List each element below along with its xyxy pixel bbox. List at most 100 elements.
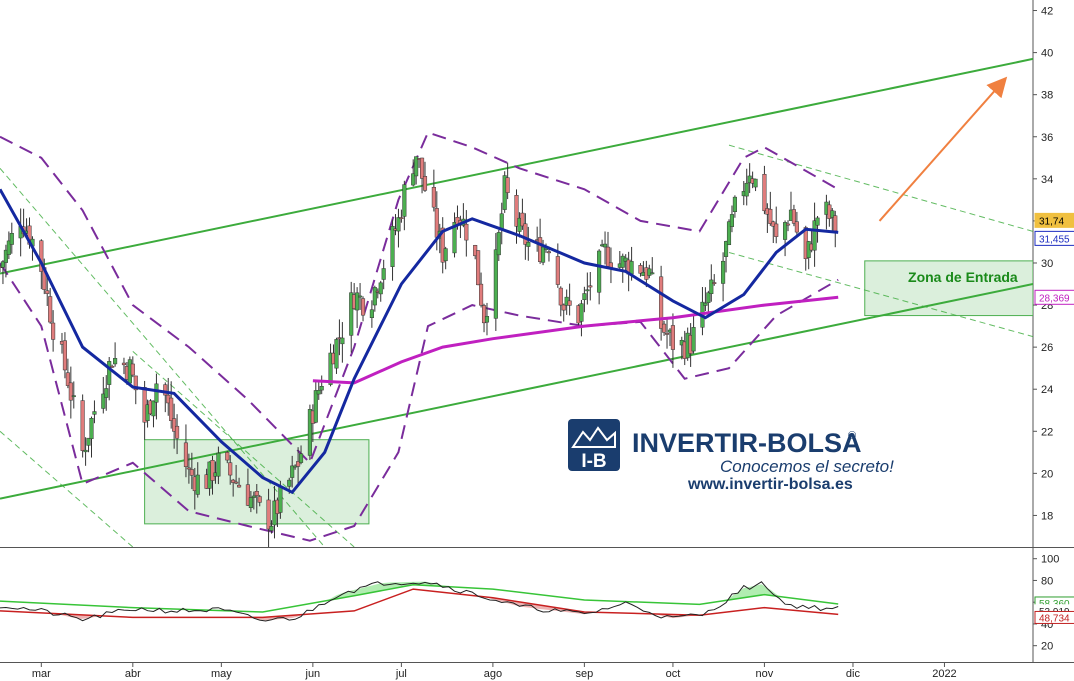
oscillator-lower-line bbox=[0, 588, 839, 619]
candle-body-19 bbox=[71, 395, 76, 398]
zone-rect-1 bbox=[864, 260, 1033, 317]
long-moving-average bbox=[312, 295, 839, 385]
candle-body-26 bbox=[104, 388, 109, 398]
candle-body-60 bbox=[245, 484, 250, 506]
candle-body-42 bbox=[169, 397, 174, 421]
time-tick-label-mar: mar bbox=[32, 668, 51, 680]
time-tick-label-oct: oct bbox=[666, 668, 681, 680]
candle-body-129 bbox=[526, 241, 531, 247]
candle-body-193 bbox=[791, 209, 796, 224]
oscillator-fill-below bbox=[0, 589, 833, 621]
candle-body-116 bbox=[476, 250, 481, 286]
price-tags-layer: 31,74 31,455 28,369 bbox=[1034, 212, 1074, 305]
candle-body-66 bbox=[269, 525, 274, 531]
time-tick-label-abr: abr bbox=[125, 668, 141, 680]
oscillator-upper-line bbox=[0, 584, 839, 613]
candle-body-162 bbox=[664, 333, 670, 335]
candle-body-91 bbox=[372, 287, 377, 306]
band-upper-line bbox=[0, 131, 839, 465]
candle-body-88 bbox=[358, 295, 363, 298]
price-tag-label-1: 31,455 bbox=[1039, 234, 1070, 245]
candle-body-136 bbox=[558, 287, 563, 306]
candle-body-80 bbox=[328, 352, 333, 385]
price-tag-box-1 bbox=[1034, 230, 1074, 246]
price-tick-label-30: 30 bbox=[1041, 258, 1053, 270]
arrow-layer bbox=[878, 76, 1008, 222]
price-tick-label-34: 34 bbox=[1041, 174, 1053, 186]
candle-body-84 bbox=[340, 337, 345, 345]
candle-body-175 bbox=[721, 260, 726, 284]
price-panel bbox=[0, 57, 1033, 547]
candle-body-33 bbox=[130, 363, 135, 376]
candle-body-38 bbox=[151, 400, 156, 417]
time-tick-label-dic: dic bbox=[846, 668, 861, 680]
candle-body-61 bbox=[248, 497, 253, 508]
candle-body-89 bbox=[360, 298, 366, 316]
band-lower-line bbox=[0, 262, 839, 542]
candle-body-137 bbox=[561, 304, 566, 311]
candle-body-160 bbox=[659, 276, 664, 329]
candle-body-30 bbox=[121, 362, 127, 366]
candle-body-57 bbox=[231, 479, 236, 483]
candle-body-118 bbox=[481, 305, 487, 324]
candle-body-108 bbox=[440, 227, 445, 263]
candle-body-18 bbox=[68, 382, 73, 401]
candle-body-181 bbox=[744, 182, 749, 197]
candle-body-97 bbox=[396, 217, 401, 232]
candle-body-185 bbox=[762, 173, 767, 212]
price-tick-label-18: 18 bbox=[1041, 510, 1053, 522]
candle-body-12 bbox=[45, 290, 50, 294]
price-tick-label-22: 22 bbox=[1041, 426, 1053, 438]
time-tick-label-may: may bbox=[211, 668, 232, 680]
candle-body-127 bbox=[520, 212, 525, 227]
candle-body-191 bbox=[785, 223, 791, 226]
candle-body-54 bbox=[216, 452, 221, 477]
candle-body-141 bbox=[579, 303, 584, 322]
candle-body-104 bbox=[422, 176, 428, 191]
candle-body-10 bbox=[39, 240, 44, 272]
candle-body-178 bbox=[729, 214, 735, 227]
candle-body-151 bbox=[620, 255, 625, 268]
candle-body-154 bbox=[629, 261, 634, 275]
candle-body-70 bbox=[287, 479, 292, 487]
osc-tag-box-2 bbox=[1034, 610, 1074, 624]
candle-body-24 bbox=[92, 411, 97, 415]
candle-body-202 bbox=[830, 210, 835, 218]
price-axis-ticks: 18202224262830323436384042 bbox=[1033, 6, 1053, 522]
candle-body-109 bbox=[443, 248, 448, 262]
candle-body-85 bbox=[349, 292, 354, 336]
logo-url: www.invertir-bolsa.es bbox=[687, 476, 853, 493]
candle-body-74 bbox=[298, 453, 304, 463]
candle-body-23 bbox=[89, 417, 94, 440]
zone-labels-layer: Zona de Entrada bbox=[908, 269, 1018, 285]
candle-body-52 bbox=[210, 460, 215, 481]
candle-body-125 bbox=[514, 195, 519, 227]
candle-body-147 bbox=[602, 243, 608, 248]
mountain-icon bbox=[571, 426, 616, 448]
candle-body-176 bbox=[724, 241, 729, 257]
candle-body-161 bbox=[662, 323, 667, 333]
candle-body-198 bbox=[812, 220, 817, 251]
price-tag-label-0: 31,74 bbox=[1039, 216, 1064, 227]
candle-body-143 bbox=[585, 289, 590, 292]
candle-body-75 bbox=[307, 409, 312, 456]
candle-body-64 bbox=[257, 496, 262, 503]
candle-body-29 bbox=[113, 358, 118, 365]
time-tick-label-ago: ago bbox=[484, 668, 502, 680]
candle-body-49 bbox=[195, 474, 200, 495]
candle-body-65 bbox=[266, 499, 271, 530]
candle-body-34 bbox=[133, 375, 138, 391]
candle-body-46 bbox=[186, 467, 191, 470]
candle-body-59 bbox=[237, 484, 242, 488]
candle-body-169 bbox=[691, 327, 696, 352]
trendline-0 bbox=[0, 283, 1033, 500]
candle-body-124 bbox=[505, 177, 510, 193]
candle-body-164 bbox=[670, 325, 675, 350]
candle-body-184 bbox=[753, 178, 758, 188]
price-tag-label-2: 28,369 bbox=[1039, 293, 1070, 304]
candle-body-119 bbox=[484, 316, 490, 323]
candle-body-17 bbox=[65, 372, 70, 386]
trendline-5 bbox=[728, 144, 1033, 232]
candle-body-82 bbox=[334, 339, 339, 369]
price-tick-label-20: 20 bbox=[1041, 468, 1053, 480]
